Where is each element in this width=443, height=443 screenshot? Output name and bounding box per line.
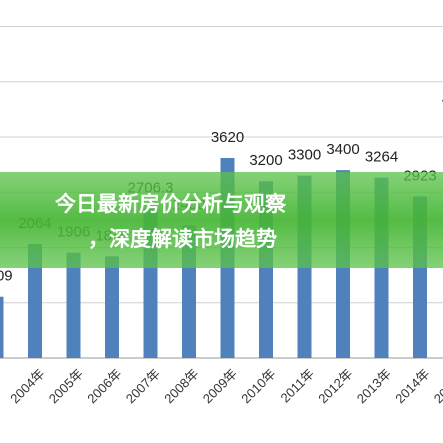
- x-tick-label: 2006年: [84, 366, 124, 406]
- x-tick-label: 2011年: [277, 366, 317, 406]
- x-tick-label: 2010年: [238, 366, 278, 406]
- value-label: 4310: [442, 91, 443, 108]
- x-tick-label: 2005年: [46, 366, 86, 406]
- x-tick-label: 2008年: [161, 366, 201, 406]
- value-label: 3620: [211, 129, 244, 146]
- x-tick-label: 2012年: [315, 366, 355, 406]
- x-tick-label: 2007年: [123, 366, 163, 406]
- bar: [105, 256, 119, 358]
- x-tick-label: 2014年: [392, 366, 432, 406]
- value-label: 3200: [249, 152, 282, 169]
- bar: [0, 296, 4, 358]
- banner: [0, 172, 443, 268]
- value-label: 3300: [288, 147, 321, 164]
- x-tick-label: 2004年: [7, 366, 47, 406]
- x-tick-label: 2009年: [200, 366, 240, 406]
- value-label: 1109: [0, 268, 13, 285]
- x-tick-label: 2013年: [354, 366, 394, 406]
- value-label: 3264: [365, 149, 398, 166]
- value-label: 3400: [326, 141, 359, 158]
- banner-line: ，深度解读市场趋势: [88, 227, 277, 251]
- bar: [66, 252, 81, 358]
- banner-line: 今日最新房价分析与观察: [55, 192, 287, 216]
- x-tick-label: 2015年: [431, 366, 443, 406]
- bar: [28, 243, 42, 358]
